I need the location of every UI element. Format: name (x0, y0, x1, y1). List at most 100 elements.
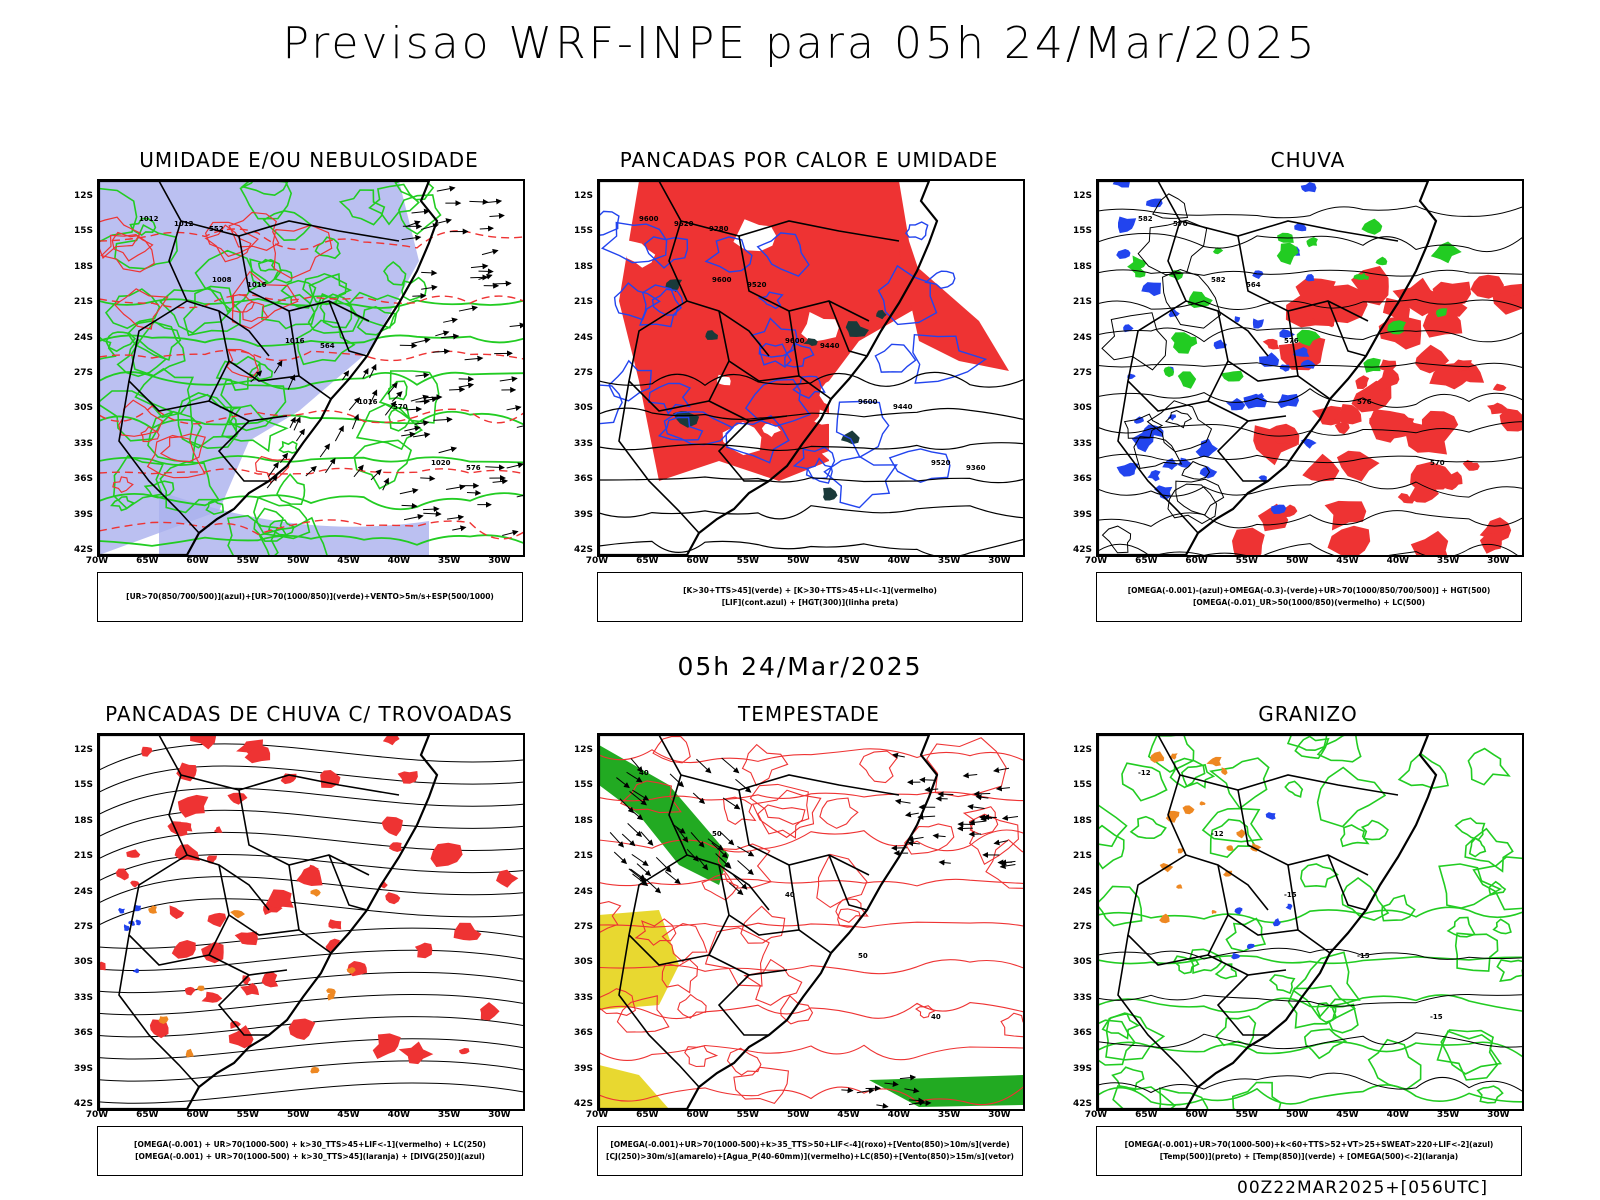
omega500-area (1236, 829, 1246, 839)
lon-tick-label: 55W (736, 1110, 760, 1120)
coastline (99, 181, 439, 555)
thickness-isoline (99, 519, 523, 540)
wind-vector (351, 413, 360, 430)
precipitable-water-contour (726, 1047, 762, 1076)
green-humidity-contour (99, 410, 523, 430)
thunderstorm-red-area (185, 986, 196, 996)
lat-tick-label: 18S (1072, 815, 1092, 826)
wind-vector (621, 833, 636, 847)
contour-label: 1012 (139, 215, 159, 223)
wind-vector (287, 374, 296, 390)
legend-line: [Temp(500)](preto) + [Temp(850)](verde) … (1159, 1152, 1459, 1161)
rain-green-area (1361, 218, 1383, 235)
streamline-250 (99, 1038, 523, 1060)
state-border (328, 300, 368, 357)
lon-tick-label: 50W (286, 1110, 310, 1120)
thunderstorm-red-area (242, 975, 251, 985)
rain-blue-area (1116, 249, 1131, 259)
wind-vector (631, 853, 649, 866)
thunderstorm-orange-area (310, 1066, 320, 1074)
streamline-250 (99, 743, 523, 771)
legend-box: [K>30+TTS>45](verde) + [K>30+TTS>45+LI<-… (597, 572, 1023, 622)
contour-label: 582 (1138, 215, 1153, 223)
green-instability-area (705, 330, 718, 340)
temp850-contour (1454, 817, 1486, 841)
green-instability-area (841, 430, 860, 445)
hail-area (1231, 952, 1241, 960)
wind-vector (516, 425, 523, 428)
wind-vector (485, 464, 505, 471)
contour-label: -12 (1138, 769, 1151, 777)
wind-vector (675, 826, 689, 843)
state-border (1217, 310, 1331, 400)
lat-tick-label: 15S (1072, 226, 1092, 237)
lon-tick-label: 50W (786, 556, 810, 566)
green-humidity-contour (388, 380, 408, 401)
lif-contour (792, 375, 826, 400)
lat-tick-label: 39S (1072, 1063, 1092, 1074)
wind-vector (443, 317, 458, 324)
lif-contour (877, 264, 938, 326)
temp850-contour (1159, 1087, 1209, 1109)
wind-850-area (599, 745, 729, 885)
streamline-250 (99, 971, 523, 994)
wind-vector (973, 790, 991, 797)
lon-tick-label: 65W (1135, 556, 1158, 566)
wind-vector (458, 382, 475, 389)
lif-contour (924, 270, 956, 290)
lon-tick-label: 30W (988, 1110, 1011, 1120)
wind-vector (720, 832, 735, 846)
thunderstorm-orange-area (346, 967, 356, 974)
hail-area (1265, 812, 1276, 820)
precipitable-water-contour (1000, 1012, 1023, 1038)
wind-vector (319, 443, 331, 458)
temp850-contour (1098, 1084, 1522, 1106)
lon-tick-label: 70W (85, 556, 109, 566)
hail-area (1285, 903, 1293, 910)
thunderstorm-red-area (382, 735, 400, 746)
thunderstorm-red-area (398, 1041, 434, 1065)
green-humidity-contour (257, 258, 278, 272)
clear-area (722, 422, 762, 456)
panel-title: GRANIZO (1258, 702, 1358, 726)
lat-tick-label: 39S (1072, 509, 1092, 520)
streamline-250 (99, 854, 523, 882)
precipitable-water-contour (599, 878, 1023, 887)
green-humidity-contour (159, 461, 221, 514)
precipitable-water-contour (985, 838, 1023, 889)
wind-vector (722, 797, 741, 810)
lat-tick-label: 15S (573, 780, 593, 791)
rain-blue-area (1234, 316, 1241, 323)
lat-tick-label: 15S (73, 226, 93, 237)
lat-tick-label: 18S (573, 815, 593, 826)
temp850-contour (1488, 880, 1507, 896)
temp850-contour (1098, 885, 1143, 927)
wind-vector (690, 832, 705, 848)
precipitable-water-contour (757, 804, 806, 839)
contour-label: 570 (1173, 220, 1188, 228)
contour-label: -15 (1430, 1013, 1443, 1021)
wind-vector (436, 218, 452, 224)
state-border (1287, 310, 1299, 377)
wind-vector (636, 863, 652, 877)
lif-contour (758, 342, 792, 368)
wind-vector (707, 838, 724, 851)
wind-vector (382, 477, 389, 491)
lat-tick-label: 12S (73, 191, 93, 201)
precipitable-water-contour (661, 958, 699, 994)
green-humidity-contour (112, 455, 165, 510)
thunderstorm-orange-area (196, 985, 205, 992)
wind-vector (433, 416, 453, 423)
state-border (218, 864, 332, 954)
wind-vector (627, 823, 643, 838)
wind-vector (937, 791, 954, 798)
lat-tick-label: 24S (1072, 886, 1092, 897)
wind-vector (470, 263, 489, 270)
thickness-isoline (99, 405, 523, 425)
hgt500-isoline (1181, 460, 1211, 480)
omega500-area (1226, 845, 1234, 851)
green-humidity-contour (248, 362, 274, 381)
wind-vector (737, 846, 755, 857)
lif-contour (874, 343, 917, 373)
rain-green-area (1177, 371, 1197, 389)
